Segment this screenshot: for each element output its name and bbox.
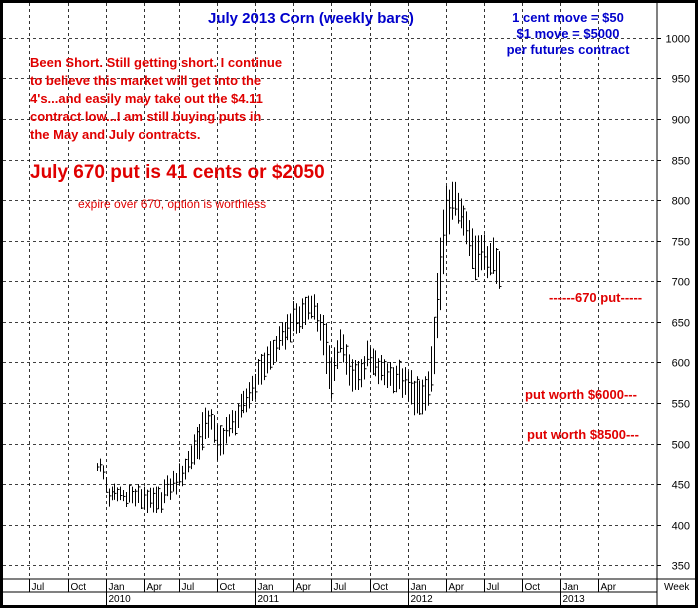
info-line: 1 cent move = $50 xyxy=(512,10,624,25)
x-month-label: Apr xyxy=(601,582,617,593)
plot-background xyxy=(3,3,657,579)
contract-info: 1 cent move = $50 $1 move = $5000 per fu… xyxy=(488,10,648,58)
chart-title: July 2013 Corn (weekly bars) xyxy=(208,10,414,27)
x-month-label: Apr xyxy=(296,582,312,593)
y-tick-label: 700 xyxy=(672,277,690,289)
put-headline: July 670 put is 41 cents or $2050 xyxy=(30,162,325,183)
y-tick-label: 900 xyxy=(672,115,690,127)
expire-note: expire over 670, option is worthless xyxy=(78,197,267,211)
x-year-label: 2011 xyxy=(258,594,280,605)
axis-background xyxy=(657,3,695,579)
x-month-label: Jan xyxy=(563,582,579,593)
put-8500-label: put worth $8500--- xyxy=(527,427,639,442)
x-month-label: Jan xyxy=(109,582,125,593)
y-tick-label: 600 xyxy=(672,358,690,370)
x-month-label: Oct xyxy=(220,582,236,593)
x-month-label: Jul xyxy=(32,582,45,593)
y-tick-label: 950 xyxy=(672,74,690,86)
put-670-label: ------670 put----- xyxy=(549,290,643,305)
gridlines xyxy=(3,3,657,579)
y-tick-label: 750 xyxy=(672,237,690,249)
x-month-label: Jul xyxy=(182,582,195,593)
y-tick-label: 350 xyxy=(672,561,690,573)
x-month-label: Apr xyxy=(449,582,465,593)
x-month-label: Apr xyxy=(147,582,163,593)
y-tick-label: 400 xyxy=(672,521,690,533)
x-month-label: Oct xyxy=(373,582,389,593)
y-axis: 350 400 450 500 550 600 650 700 750 800 850 900 950 1… xyxy=(657,34,690,573)
info-line: $1 move = $5000 xyxy=(516,26,620,41)
x-month-label: Jan xyxy=(258,582,274,593)
y-tick-label: 850 xyxy=(672,156,690,168)
y-tick-label: 550 xyxy=(672,399,690,411)
y-tick-label: 1000 xyxy=(666,34,690,46)
x-year-label: 2010 xyxy=(109,594,132,605)
x-month-label: Oct xyxy=(71,582,87,593)
x-year-label: 2013 xyxy=(563,594,586,605)
x-axis: Jul Oct Jan Apr Jul Oct Jan Apr Jul Oct Jan Apr Jul O… xyxy=(29,579,617,605)
info-line: per futures contract xyxy=(506,42,630,57)
x-month-label: Jan xyxy=(411,582,427,593)
y-tick-label: 650 xyxy=(672,318,690,330)
x-year-label: 2012 xyxy=(411,594,434,605)
y-tick-label: 800 xyxy=(672,196,690,208)
x-month-label: Oct xyxy=(525,582,541,593)
price-bars xyxy=(97,181,502,514)
y-tick-label: 500 xyxy=(672,440,690,452)
short-position-note: Been Short. Still getting short. I conti… xyxy=(30,55,283,142)
put-6000-label: put worth $6000--- xyxy=(525,387,637,402)
x-month-label: Jul xyxy=(487,582,500,593)
x-month-label: Jul xyxy=(334,582,347,593)
x-axis-label: Week xyxy=(664,582,690,593)
y-tick-label: 450 xyxy=(672,480,690,492)
